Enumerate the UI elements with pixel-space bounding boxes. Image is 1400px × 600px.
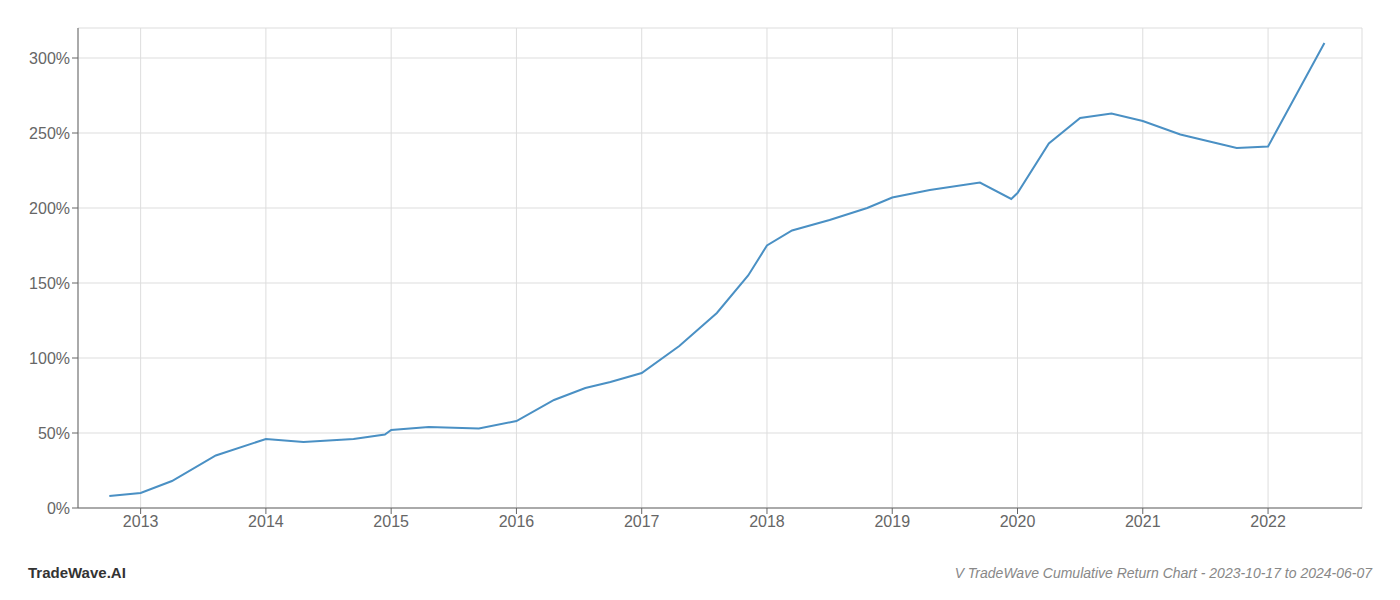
svg-text:300%: 300% <box>29 50 70 67</box>
svg-text:200%: 200% <box>29 200 70 217</box>
svg-text:2018: 2018 <box>749 513 785 530</box>
svg-text:100%: 100% <box>29 350 70 367</box>
svg-text:2013: 2013 <box>123 513 159 530</box>
html-text:TradeWave.AI: TradeWave.AI <box>28 564 126 581</box>
html-text:V TradeWave Cumulative Return: V TradeWave Cumulative Return Chart - 20… <box>954 565 1372 581</box>
svg-text:0%: 0% <box>47 500 70 517</box>
svg-text:2019: 2019 <box>874 513 910 530</box>
svg-text:2014: 2014 <box>248 513 284 530</box>
svg-text:50%: 50% <box>38 425 70 442</box>
svg-text:2015: 2015 <box>373 513 409 530</box>
svg-text:150%: 150% <box>29 275 70 292</box>
svg-text:250%: 250% <box>29 125 70 142</box>
svg-text:2022: 2022 <box>1250 513 1286 530</box>
svg-text:2020: 2020 <box>1000 513 1036 530</box>
svg-text:2016: 2016 <box>499 513 535 530</box>
svg-text:2021: 2021 <box>1125 513 1161 530</box>
svg-text:2017: 2017 <box>624 513 660 530</box>
